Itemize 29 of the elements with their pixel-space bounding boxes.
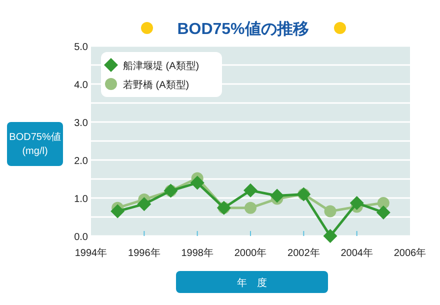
point <box>190 176 204 190</box>
y-tick-label: 4.0 <box>74 80 88 91</box>
y-axis-title: BOD75%値 (mg/l) <box>9 131 61 157</box>
chart-title: BOD75%値の推移 <box>177 20 309 38</box>
legend-label: 船津堰堤 (A類型) <box>123 60 200 72</box>
point <box>376 205 390 220</box>
legend-label: 若野橋 (A類型) <box>123 79 190 91</box>
x-tick-label: 1996年 <box>128 247 160 259</box>
x-axis-title: 年 度 <box>237 277 267 289</box>
x-tick-label: 1998年 <box>181 247 214 259</box>
point <box>110 204 125 218</box>
y-tick-label: 3.0 <box>74 118 88 129</box>
x-tick-label: 2004年 <box>340 247 373 259</box>
point <box>270 188 284 203</box>
point <box>244 183 258 198</box>
point <box>324 205 336 218</box>
y-tick-label: 0.0 <box>74 232 88 243</box>
y-tick-label: 5.0 <box>74 42 88 53</box>
x-tick-label: 1994年 <box>74 247 108 259</box>
point <box>323 229 338 243</box>
x-tick-label: 2000年 <box>234 247 267 259</box>
y-tick-label: 2.0 <box>74 156 88 167</box>
y-tick-label: 1.0 <box>74 194 88 205</box>
x-tick-label: 2002年 <box>288 247 320 259</box>
point <box>244 202 256 214</box>
x-tick-label: 2006年 <box>394 247 426 259</box>
point <box>137 197 152 212</box>
point <box>350 196 364 210</box>
point <box>377 196 390 209</box>
